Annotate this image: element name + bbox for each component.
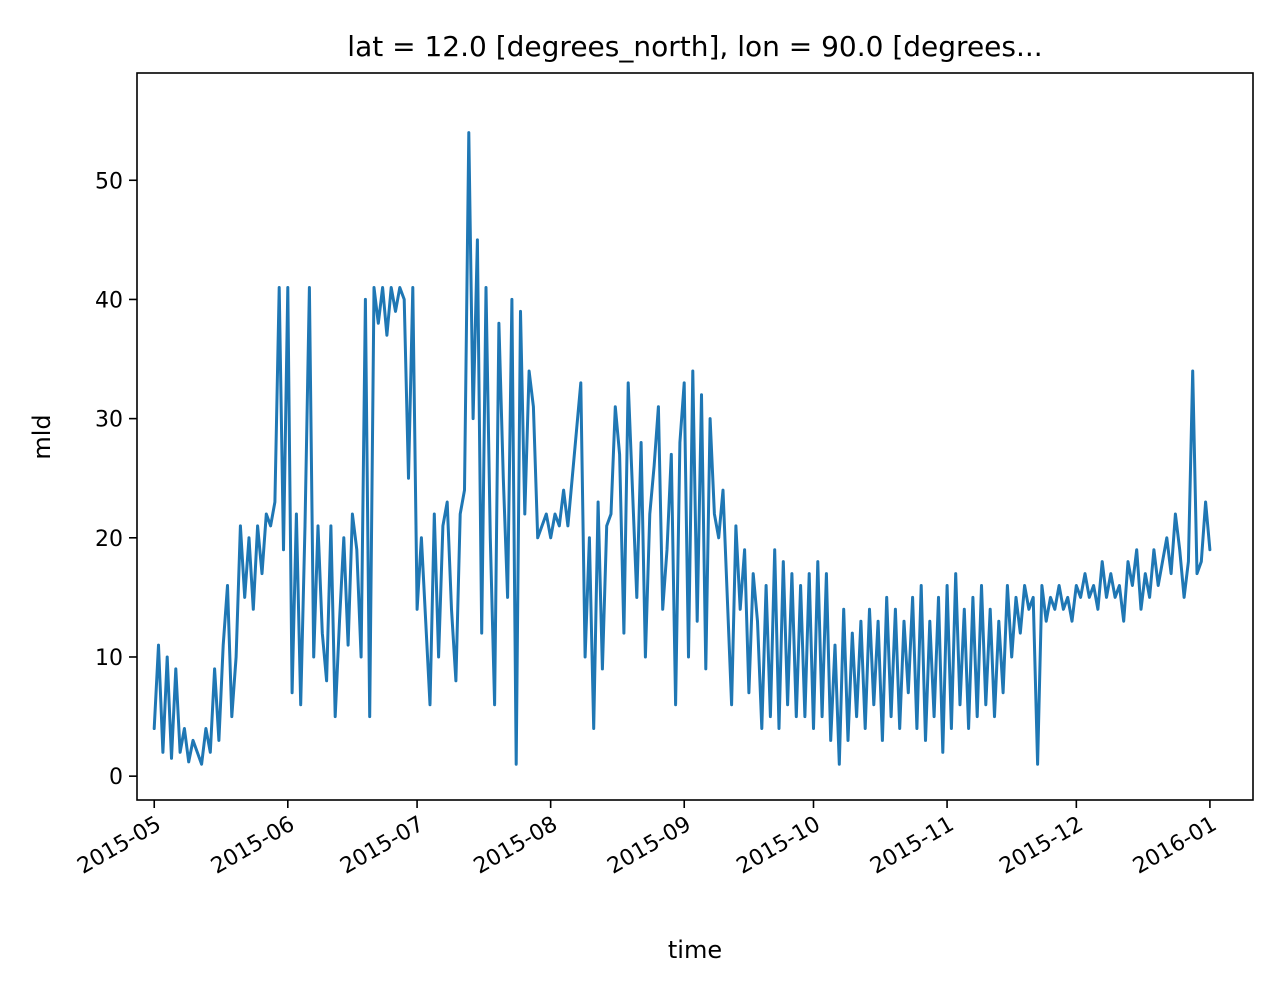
y-tick-label: 10 — [95, 646, 123, 671]
y-tick-label: 20 — [95, 527, 123, 552]
x-axis-label: time — [668, 936, 722, 964]
series-line-0 — [152, 131, 1212, 766]
y-tick-label: 30 — [95, 408, 123, 433]
y-tick-label: 0 — [109, 765, 123, 790]
y-tick-label: 40 — [95, 288, 123, 313]
y-axis-label: mld — [28, 414, 56, 459]
axes-frame — [136, 72, 1254, 801]
chart-title: lat = 12.0 [degrees_north], lon = 90.0 [… — [347, 30, 1042, 63]
plot-area — [152, 131, 1212, 766]
y-axis: 0 10 20 30 40 50 — [95, 169, 137, 790]
y-tick-label: 50 — [95, 169, 123, 194]
